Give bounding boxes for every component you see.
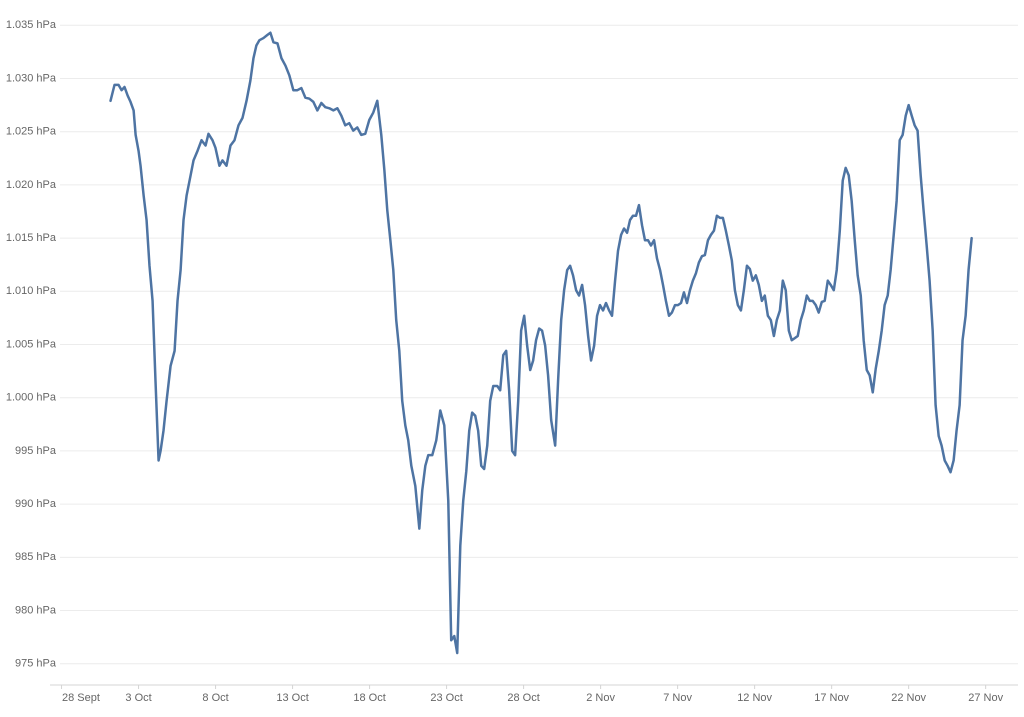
y-tick-label: 1.015 hPa (6, 232, 57, 244)
y-tick-label: 1.000 hPa (6, 392, 57, 404)
y-tick-label: 1.035 hPa (6, 19, 57, 31)
x-tick-label: 7 Nov (663, 692, 692, 704)
y-tick-label: 995 hPa (15, 445, 57, 457)
x-tick-label: 28 Sept (62, 692, 100, 704)
x-tick-label: 18 Oct (353, 692, 385, 704)
x-tick-label: 27 Nov (968, 692, 1003, 704)
x-tick-label: 12 Nov (737, 692, 772, 704)
series-line (109, 31, 973, 655)
y-tick-label: 1.020 hPa (6, 179, 57, 191)
x-tick-label: 17 Nov (814, 692, 849, 704)
x-tick-label: 8 Oct (202, 692, 228, 704)
x-tick-label: 22 Nov (891, 692, 926, 704)
x-tick-label: 28 Oct (507, 692, 539, 704)
y-tick-label: 1.025 hPa (6, 126, 57, 138)
x-tick-label: 3 Oct (125, 692, 151, 704)
x-tick-label: 13 Oct (276, 692, 308, 704)
y-tick-label: 975 hPa (15, 658, 57, 670)
y-tick-label: 980 hPa (15, 604, 57, 616)
y-tick-label: 1.005 hPa (6, 338, 57, 350)
x-tick-label: 23 Oct (430, 692, 462, 704)
y-tick-label: 990 hPa (15, 498, 57, 510)
x-tick-label: 2 Nov (586, 692, 615, 704)
y-tick-label: 985 hPa (15, 551, 57, 563)
y-tick-label: 1.030 hPa (6, 72, 57, 84)
y-tick-label: 1.010 hPa (6, 285, 57, 297)
